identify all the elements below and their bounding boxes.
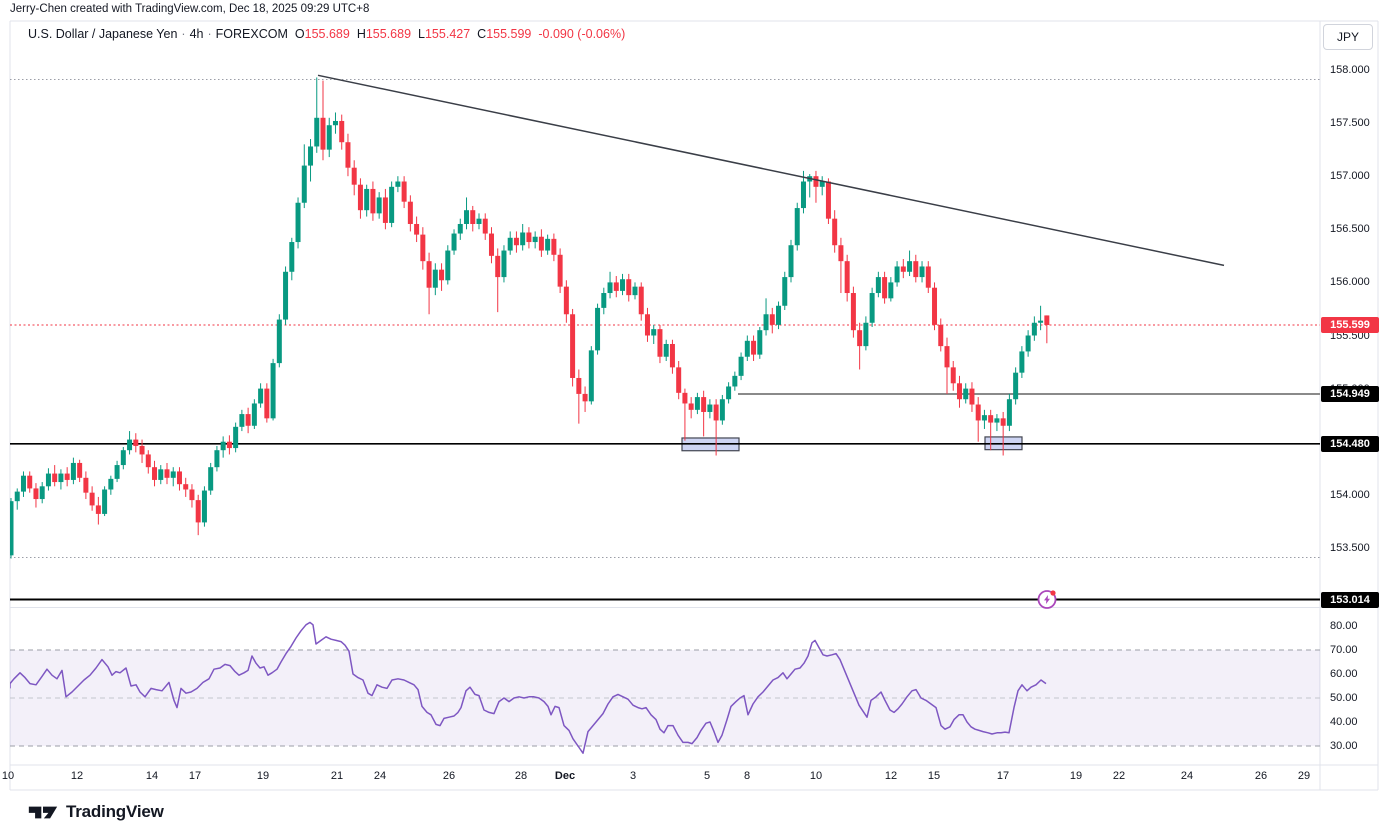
price-tick-label: 156.500 xyxy=(1330,223,1370,236)
price-badge: 155.599 xyxy=(1321,316,1379,333)
tradingview-logo[interactable]: TradingView xyxy=(28,802,164,822)
price-badge: 154.949 xyxy=(1321,386,1379,403)
tradingview-logo-icon xyxy=(28,806,58,818)
price-tick-label: 153.500 xyxy=(1330,541,1370,554)
alert-lightning-icon[interactable] xyxy=(1037,590,1057,609)
time-tick-label: 17 xyxy=(996,770,1010,782)
rsi-tick-label: 70.00 xyxy=(1330,644,1358,656)
price-tick-label: 154.000 xyxy=(1330,488,1370,501)
time-tick-label: 26 xyxy=(1254,770,1268,782)
legend-separator: · xyxy=(181,27,186,41)
time-tick-label: 21 xyxy=(330,770,344,782)
time-tick-label: 24 xyxy=(373,770,387,782)
symbol-title[interactable]: U.S. Dollar / Japanese Yen xyxy=(28,27,178,41)
time-tick-label: 12 xyxy=(70,770,84,782)
time-tick-label: 15 xyxy=(927,770,941,782)
price-tick-label: 158.000 xyxy=(1330,64,1370,76)
legend-separator: · xyxy=(207,27,212,41)
high-label: H xyxy=(356,27,366,41)
candles xyxy=(10,77,1050,559)
currency-toggle-button[interactable]: JPY xyxy=(1323,24,1373,50)
rsi-tick-label: 40.00 xyxy=(1330,716,1358,728)
time-tick-label: 12 xyxy=(884,770,898,782)
rsi-tick-label: 60.00 xyxy=(1330,668,1358,680)
high-value: 155.689 xyxy=(365,27,412,41)
time-tick-label: 29 xyxy=(1297,770,1311,782)
open-label: O xyxy=(294,27,305,41)
low-value: 155.427 xyxy=(424,27,471,41)
close-label: C xyxy=(477,27,487,41)
attribution-text: Jerry-Chen created with TradingView.com,… xyxy=(10,3,370,15)
symbol-legend: U.S. Dollar / Japanese Yen · 4h · FOREXCOM O1… xyxy=(28,27,625,41)
close-value: 155.599 xyxy=(486,27,532,41)
time-tick-label: Dec xyxy=(554,770,576,782)
time-tick-label: 19 xyxy=(1069,770,1083,782)
price-tick-label: 157.000 xyxy=(1330,170,1370,183)
change-value: -0.090 (-0.06%) xyxy=(538,27,626,41)
price-tick-label: 157.500 xyxy=(1330,117,1370,130)
time-tick-label: 14 xyxy=(145,770,159,782)
time-tick-label: 19 xyxy=(256,770,270,782)
low-label: L xyxy=(418,27,425,41)
rsi-tick-label: 50.00 xyxy=(1330,692,1358,704)
time-tick-label: 10 xyxy=(1,770,15,782)
tradingview-logo-text: TradingView xyxy=(66,802,164,821)
time-tick-label: 17 xyxy=(188,770,202,782)
time-tick-label: 28 xyxy=(514,770,528,782)
rsi-pane xyxy=(10,649,1320,747)
open-value: 155.689 xyxy=(304,27,350,41)
time-tick-label: 5 xyxy=(703,770,711,782)
rsi-tick-label: 80.00 xyxy=(1330,620,1358,632)
time-tick-label: 22 xyxy=(1112,770,1126,782)
time-tick-label: 26 xyxy=(442,770,456,782)
time-tick-label: 8 xyxy=(743,770,751,782)
price-badge: 154.480 xyxy=(1321,435,1379,452)
time-tick-label: 10 xyxy=(809,770,823,782)
time-tick-label: 24 xyxy=(1180,770,1194,782)
price-tick-label: 156.000 xyxy=(1330,276,1370,289)
rsi-line xyxy=(10,621,1047,754)
rsi-tick-label: 30.00 xyxy=(1330,740,1358,752)
legend-interval[interactable]: 4h xyxy=(189,27,204,41)
chart-borders xyxy=(9,20,1379,791)
legend-exchange: FOREXCOM xyxy=(215,27,288,41)
price-badge: 153.014 xyxy=(1321,591,1379,608)
time-tick-label: 3 xyxy=(629,770,637,782)
trendline-drawing[interactable] xyxy=(317,74,1225,267)
